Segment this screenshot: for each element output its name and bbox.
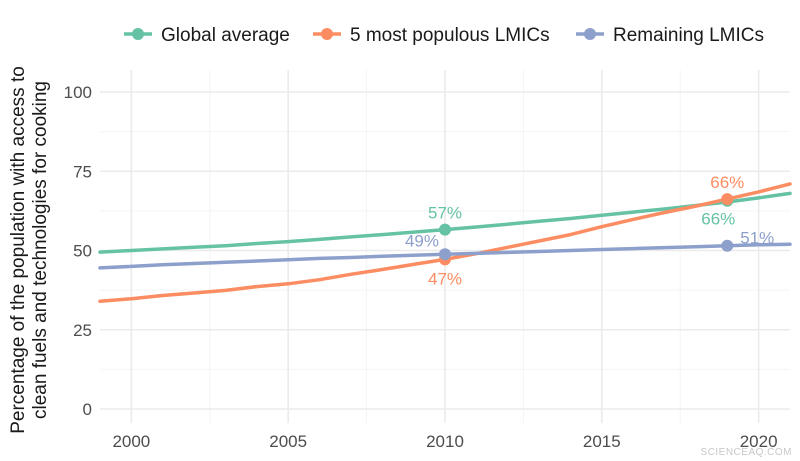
y-tick-label: 100 [64, 83, 92, 102]
watermark-text: SCIENCEAQ.COM [700, 447, 792, 458]
data-label-5-most-populous-lmics: 66% [710, 173, 744, 192]
data-label-remaining-lmics: 49% [405, 231, 439, 250]
y-tick-label: 75 [73, 162, 92, 181]
data-point-remaining-lmics [439, 248, 451, 261]
legend: Global average 5 most populous LMICs Rem… [124, 25, 764, 46]
x-tick-label: 2015 [583, 432, 621, 451]
legend-dot-remaining-lmics [584, 28, 596, 40]
data-point-remaining-lmics [721, 239, 734, 252]
y-axis-title-line-1: Percentage of the population with access… [8, 66, 29, 434]
y-axis-title-line-2: clean fuels and technologies for cooking [30, 81, 51, 419]
data-label-5-most-populous-lmics: 47% [428, 269, 462, 288]
data-point-5-most-populous-lmics [721, 193, 734, 206]
legend-label-global-average: Global average [161, 25, 290, 46]
x-tick-label: 2010 [426, 432, 464, 451]
legend-label-remaining-lmics: Remaining LMICs [613, 25, 764, 46]
data-label-global-average: 57% [428, 204, 462, 223]
x-axis-ticks: 2000 2005 2010 2015 2020 [112, 432, 777, 451]
data-label-remaining-lmics: 51% [740, 229, 774, 248]
data-labels: 57% 66% 47% 66% 49% 51% [405, 173, 774, 288]
y-tick-label: 50 [73, 242, 92, 261]
y-tick-label: 0 [83, 400, 92, 419]
x-tick-label: 2020 [740, 432, 778, 451]
series-markers [439, 193, 734, 266]
x-tick-label: 2000 [112, 432, 150, 451]
legend-item-global-average: Global average [124, 25, 290, 46]
legend-label-5-most-populous-lmics: 5 most populous LMICs [350, 25, 550, 46]
legend-item-5-most-populous-lmics: 5 most populous LMICs [313, 25, 550, 46]
legend-dot-5-most-populous-lmics [321, 28, 333, 40]
legend-item-remaining-lmics: Remaining LMICs [576, 25, 764, 46]
data-point-global-average [439, 223, 451, 236]
x-tick-label: 2005 [269, 432, 307, 451]
y-axis-ticks: 0 25 50 75 100 [64, 83, 92, 419]
y-tick-label: 25 [73, 321, 92, 340]
data-label-global-average: 66% [701, 210, 735, 229]
legend-dot-global-average [132, 28, 144, 40]
